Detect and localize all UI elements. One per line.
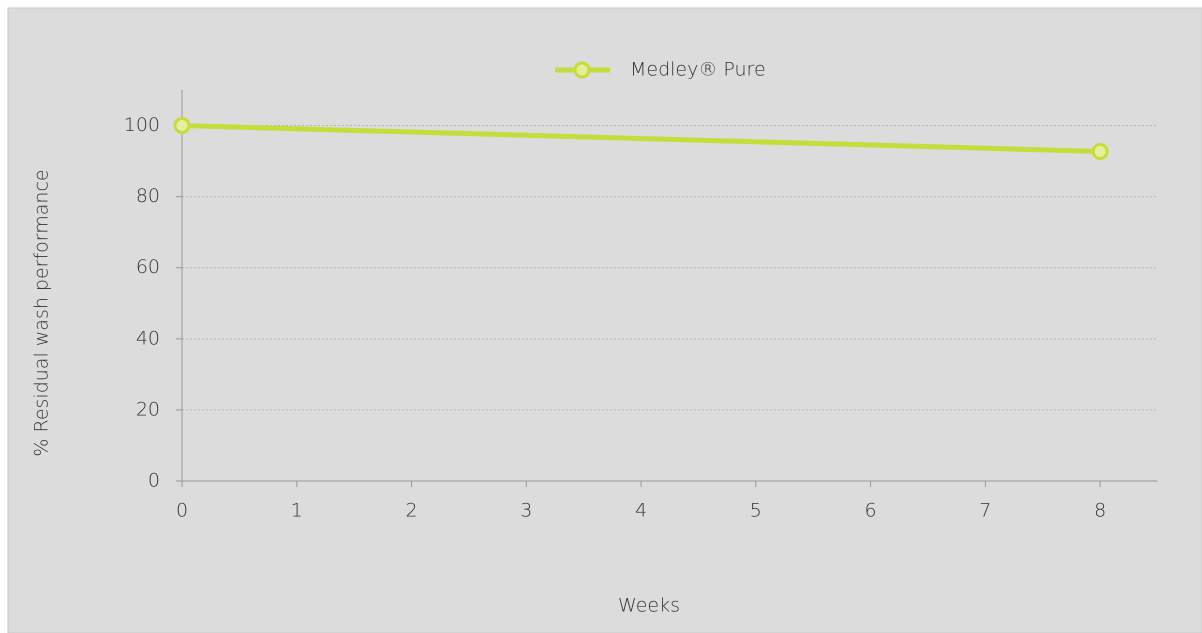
y-tick-label: 20 xyxy=(136,398,160,420)
x-tick-label: 7 xyxy=(979,500,991,522)
y-tick-label: 40 xyxy=(136,327,160,349)
y-tick-label: 100 xyxy=(124,114,160,136)
x-tick-label: 4 xyxy=(635,500,647,522)
x-tick-label: 0 xyxy=(176,500,188,522)
chart-background xyxy=(7,7,1202,633)
x-tick-label: 5 xyxy=(750,500,762,522)
x-tick-label: 1 xyxy=(291,500,303,522)
legend-marker xyxy=(573,61,591,79)
y-axis-label: % Residual wash performance xyxy=(31,169,53,456)
y-tick-label: 60 xyxy=(136,256,160,278)
data-point xyxy=(173,117,191,135)
x-tick-label: 8 xyxy=(1094,500,1106,522)
x-tick-label: 3 xyxy=(520,500,532,522)
data-point xyxy=(1091,142,1109,160)
x-tick-label: 2 xyxy=(405,500,417,522)
x-axis-label: Weeks xyxy=(618,595,680,617)
x-tick-label: 6 xyxy=(865,500,877,522)
legend-label: Medley® Pure xyxy=(630,59,766,81)
y-tick-label: 80 xyxy=(136,185,160,207)
y-tick-label: 0 xyxy=(148,470,160,492)
data-line xyxy=(181,123,1101,154)
